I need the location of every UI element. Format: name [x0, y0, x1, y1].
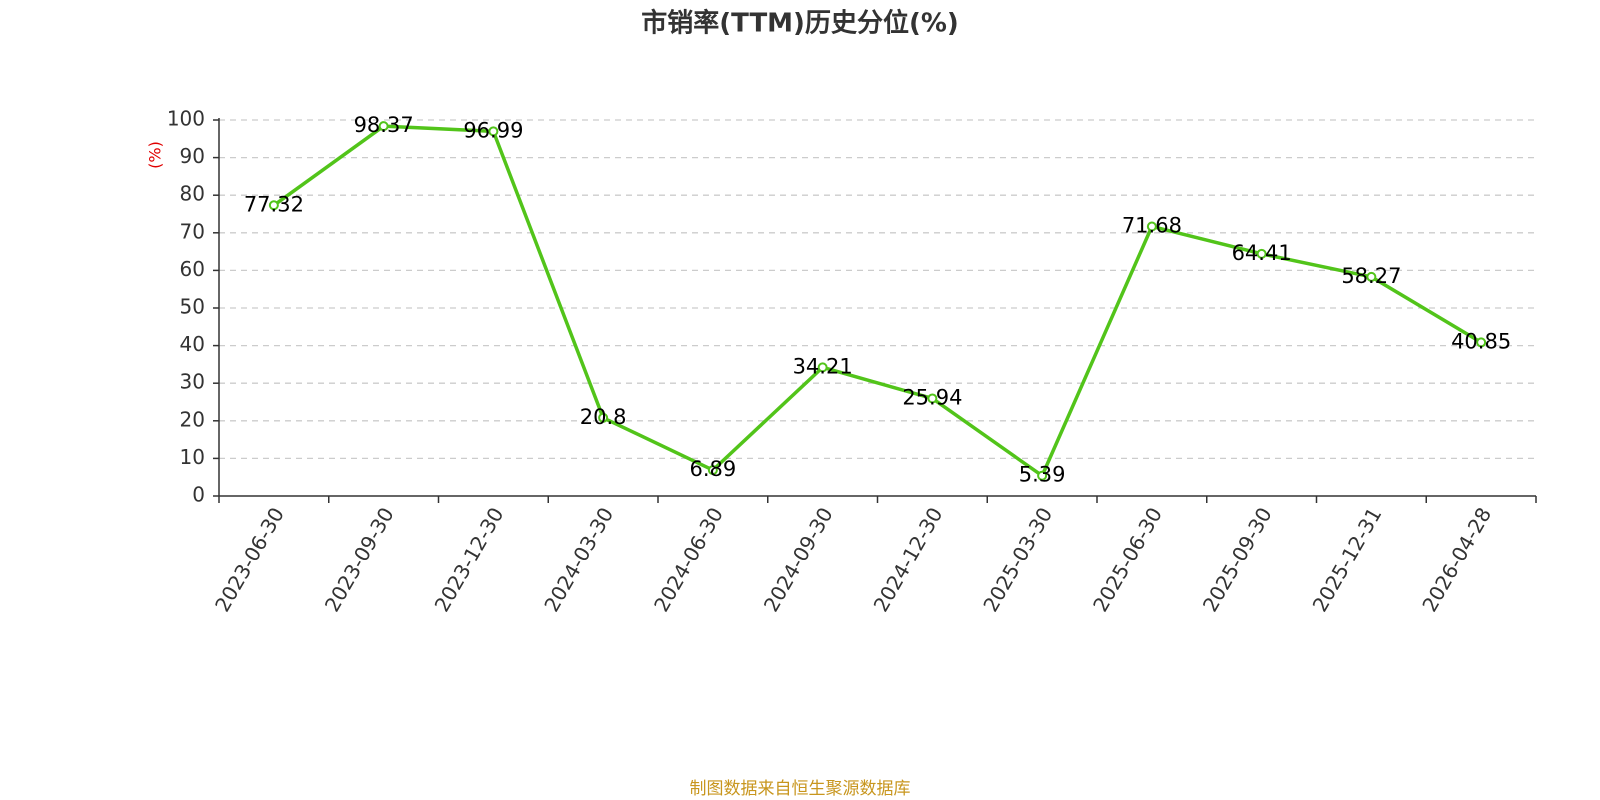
- data-label: 58.27: [1341, 264, 1401, 288]
- data-label: 77.32: [244, 192, 304, 216]
- data-label: 5.39: [1019, 463, 1066, 487]
- x-tick-label: 2025-09-30: [1198, 503, 1277, 616]
- data-label: 20.8: [580, 405, 627, 429]
- data-label: 34.21: [793, 354, 853, 378]
- y-tick-label: 50: [180, 295, 205, 319]
- x-tick-label: 2023-09-30: [320, 503, 399, 616]
- chart-title: 市销率(TTM)历史分位(%): [641, 8, 959, 39]
- y-tick-label: 60: [180, 257, 205, 281]
- data-point: [1146, 221, 1157, 232]
- data-point: [707, 465, 718, 476]
- y-axis-label: (%): [146, 141, 165, 169]
- y-tick-label: 70: [180, 219, 205, 243]
- data-point: [488, 126, 499, 137]
- y-tick-label: 0: [192, 483, 205, 507]
- x-tick-label: 2023-06-30: [210, 503, 289, 616]
- data-label: 25.94: [902, 385, 962, 409]
- y-tick-label: 20: [180, 407, 205, 431]
- data-point: [1366, 271, 1377, 282]
- data-point: [1037, 470, 1048, 481]
- x-tick-label: 2025-12-31: [1308, 503, 1387, 616]
- data-point: [1256, 248, 1267, 259]
- y-tick-label: 80: [180, 182, 205, 206]
- x-tick-label: 2024-09-30: [759, 503, 838, 616]
- data-label: 98.37: [354, 113, 414, 137]
- x-tick-label: 2026-04-28: [1417, 503, 1496, 616]
- source-note: 制图数据来自恒生聚源数据库: [690, 779, 911, 799]
- data-point: [378, 121, 389, 132]
- y-tick-label: 40: [180, 332, 205, 356]
- data-label: 96.99: [463, 118, 523, 142]
- x-tick-label: 2024-06-30: [649, 503, 728, 616]
- data-point: [598, 412, 609, 423]
- data-point: [927, 393, 938, 404]
- data-point: [817, 362, 828, 373]
- x-tick-label: 2024-12-30: [869, 503, 948, 616]
- y-tick-label: 90: [180, 144, 205, 168]
- x-tick-label: 2024-03-30: [539, 503, 618, 616]
- data-label: 71.68: [1122, 213, 1182, 237]
- x-tick-label: 2023-12-30: [430, 503, 509, 616]
- data-line: [272, 124, 1483, 478]
- y-tick-label: 10: [180, 445, 205, 469]
- data-label: 64.41: [1232, 241, 1292, 265]
- data-label: 40.85: [1451, 329, 1511, 353]
- data-label: 6.89: [689, 457, 736, 481]
- data-point: [268, 200, 279, 211]
- data-point: [1476, 337, 1487, 348]
- y-tick-label: 100: [167, 107, 205, 131]
- x-tick-label: 2025-06-30: [1088, 503, 1167, 616]
- y-tick-label: 30: [180, 370, 205, 394]
- x-tick-label: 2025-03-30: [978, 503, 1057, 616]
